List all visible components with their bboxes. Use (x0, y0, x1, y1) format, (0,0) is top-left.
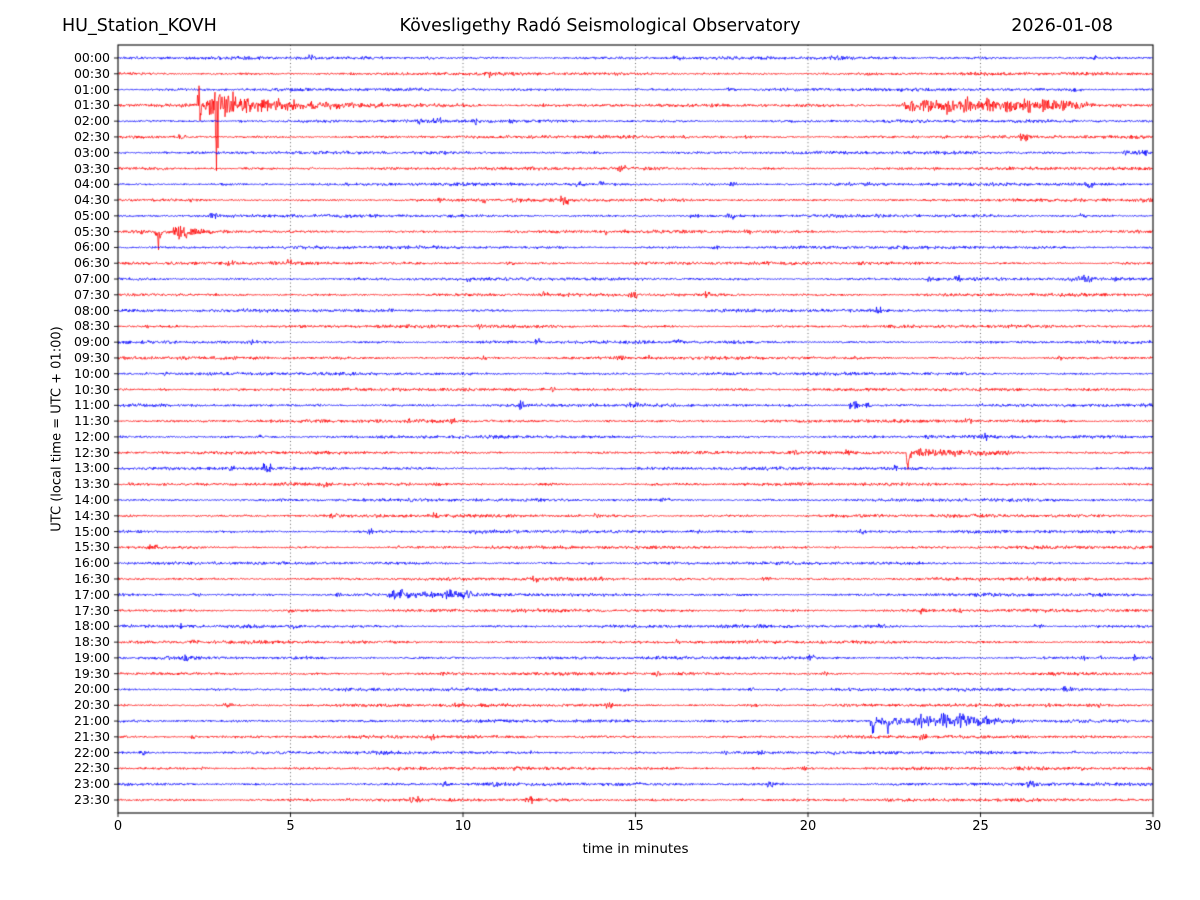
observatory-title: Kövesligethy Radó Seismological Observat… (399, 16, 801, 36)
y-tick-label: 16:30 (73, 570, 110, 586)
y-tick-label: 11:00 (73, 397, 110, 413)
y-tick-label: 02:30 (73, 128, 110, 144)
date-title: 2026-01-08 (1011, 16, 1113, 36)
x-tick-label: 20 (799, 819, 817, 834)
y-tick-label: 22:00 (73, 744, 110, 760)
y-tick-label: 19:00 (73, 649, 110, 665)
y-axis-label: UTC (local time = UTC + 01:00) (49, 326, 65, 532)
y-tick-label: 12:30 (73, 444, 110, 460)
y-tick-label: 16:00 (73, 555, 110, 571)
station-title: HU_Station_KOVH (62, 16, 217, 36)
y-tick-label: 17:30 (73, 602, 110, 618)
y-tick-label: 10:00 (73, 365, 110, 381)
y-tick-label: 06:30 (73, 255, 110, 271)
y-tick-label: 18:00 (73, 618, 110, 634)
y-tick-label: 14:00 (73, 492, 110, 508)
y-tick-label: 00:30 (73, 65, 110, 81)
y-tick-label: 02:00 (73, 113, 110, 129)
y-tick-label: 23:00 (73, 776, 110, 792)
y-tick-label: 04:00 (73, 176, 110, 192)
x-tick-label: 10 (454, 819, 472, 834)
y-tick-label: 13:30 (73, 476, 110, 492)
y-tick-label: 07:30 (73, 286, 110, 302)
y-tick-label: 20:00 (73, 681, 110, 697)
y-tick-label: 08:30 (73, 318, 110, 334)
x-tick-label: 0 (113, 819, 123, 834)
y-tick-label: 00:00 (73, 50, 110, 65)
y-tick-label: 09:30 (73, 349, 110, 365)
y-tick-label: 22:30 (73, 760, 110, 776)
y-tick-label: 03:00 (73, 144, 110, 160)
y-tick-label: 23:30 (73, 792, 110, 807)
y-tick-label: 05:00 (73, 207, 110, 223)
y-tick-label: 15:30 (73, 539, 110, 555)
y-tick-label: 08:00 (73, 302, 110, 318)
y-tick-label: 04:30 (73, 192, 110, 208)
y-tick-label: 14:30 (73, 507, 110, 523)
y-tick-label: 06:00 (73, 239, 110, 255)
y-tick-label: 21:30 (73, 728, 110, 744)
y-tick-label: 10:30 (73, 381, 110, 397)
y-tick-label: 12:00 (73, 428, 110, 444)
y-tick-label: 01:00 (73, 81, 110, 97)
y-tick-label: 18:30 (73, 634, 110, 650)
y-tick-label: 15:00 (73, 523, 110, 539)
y-tick-label: 07:00 (73, 271, 110, 287)
x-tick-label: 5 (286, 819, 295, 834)
y-tick-label: 13:00 (73, 460, 110, 476)
x-tick-label: 15 (627, 819, 644, 834)
x-tick-label: 30 (1144, 819, 1162, 834)
y-tick-label: 19:30 (73, 665, 110, 681)
y-tick-label: 01:30 (73, 97, 110, 113)
y-tick-label: 09:00 (73, 334, 110, 350)
y-tick-label: 03:30 (73, 160, 110, 176)
x-tick-label: 25 (972, 819, 989, 834)
y-tick-label: 21:00 (73, 713, 110, 729)
y-tick-label: 17:00 (73, 586, 110, 602)
y-tick-label: 05:30 (73, 223, 110, 239)
y-tick-label: 11:30 (73, 413, 110, 429)
x-axis-label: time in minutes (582, 841, 689, 857)
y-tick-label: 20:30 (73, 697, 110, 713)
